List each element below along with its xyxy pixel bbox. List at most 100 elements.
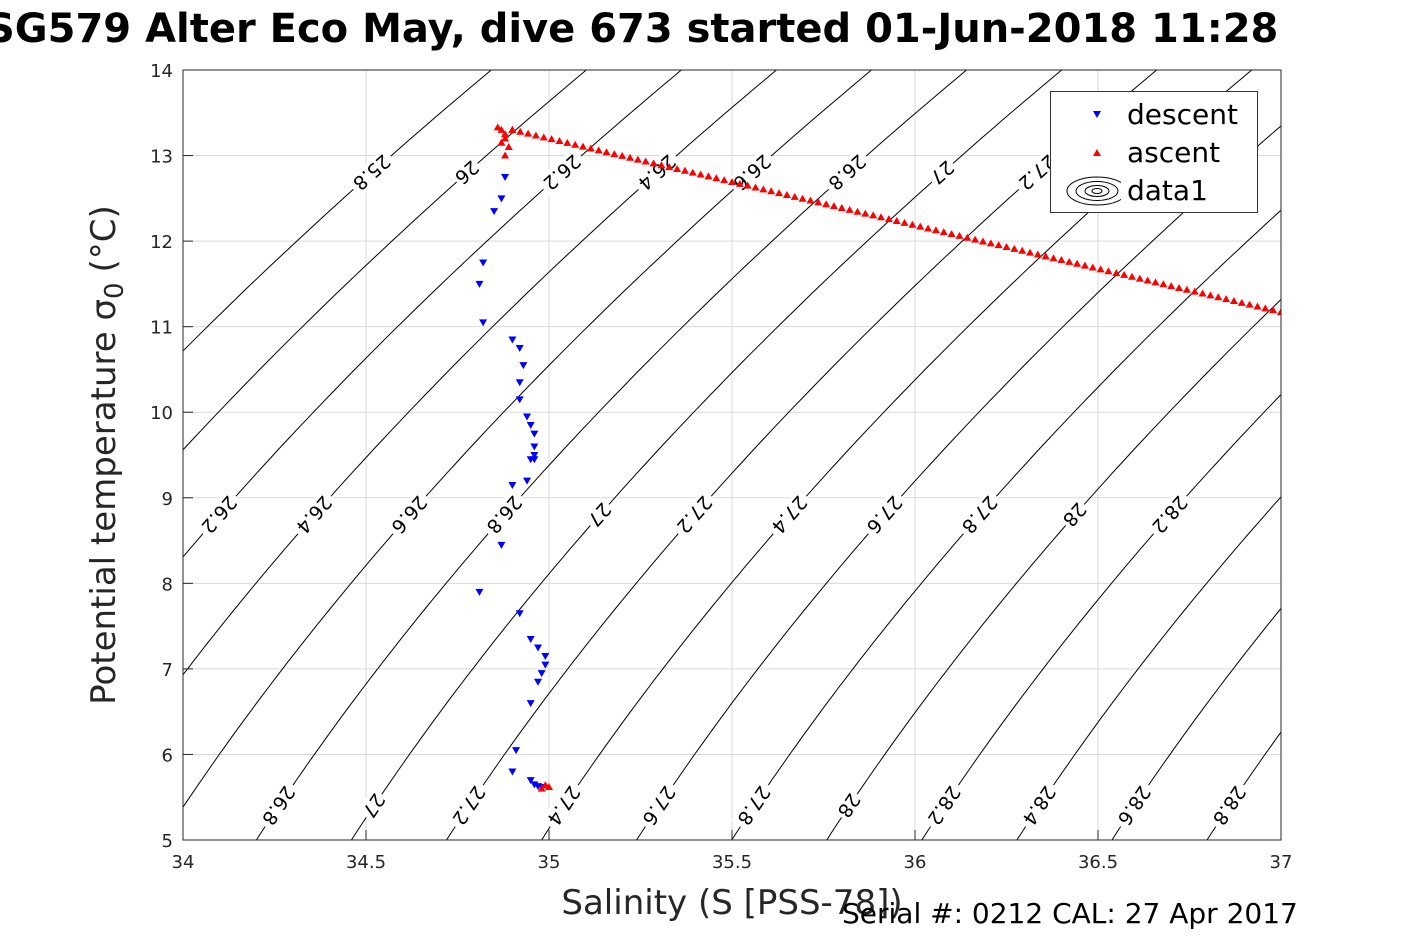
- x-tick-label: 36: [904, 852, 927, 873]
- ascent-point: [1104, 267, 1113, 275]
- x-tick-label: 35.5: [712, 852, 752, 873]
- ascent-point: [790, 192, 799, 200]
- contour-label-bg: [255, 778, 302, 833]
- descent-point: [508, 768, 517, 776]
- contour-line: [183, 70, 682, 558]
- descent-point: [526, 635, 535, 643]
- contour-line: [183, 70, 777, 676]
- ascent-point: [861, 209, 870, 217]
- y-axis-label-unit: (°C): [84, 205, 124, 272]
- ascent-point: [563, 138, 572, 146]
- contour-line: [826, 298, 1281, 840]
- ascent-point: [900, 218, 909, 226]
- ascent-point: [1190, 287, 1199, 295]
- y-tick-label: 8: [162, 574, 173, 595]
- y-tick-label: 10: [150, 403, 173, 424]
- y-tick-label: 13: [150, 147, 173, 168]
- ascent-point: [806, 196, 815, 204]
- ascent-point: [1182, 285, 1191, 293]
- contour-label-bg: [289, 488, 340, 541]
- ascent-point: [798, 194, 807, 202]
- contour-line: [1302, 70, 1417, 840]
- contour-label-bg: [669, 488, 720, 541]
- ascent-point: [633, 155, 642, 163]
- contour-line: [1016, 496, 1281, 840]
- ascent-point: [916, 222, 925, 230]
- ascent-point: [704, 172, 713, 180]
- ascent-point: [594, 146, 603, 154]
- descent-point: [530, 430, 539, 438]
- ascent-point: [1261, 304, 1270, 312]
- x-axis-label: Salinity (S [PSS-78]): [561, 883, 902, 923]
- ascent-point: [501, 151, 510, 159]
- x-tick-label: 37: [1270, 852, 1293, 873]
- ascent-point: [978, 237, 987, 245]
- ascent-point: [735, 179, 744, 187]
- ascent-point: [1159, 280, 1168, 288]
- x-tick-label: 34.5: [346, 852, 386, 873]
- ascent-point: [963, 233, 972, 241]
- contour-label-bg: [1057, 497, 1093, 533]
- ascent-point: [1049, 254, 1058, 262]
- contour-label-bg: [346, 147, 398, 198]
- ascent-point: [908, 220, 917, 228]
- ascent-point: [586, 144, 595, 152]
- ascent-point: [759, 185, 768, 193]
- contour-symbol-icon: [1066, 176, 1121, 206]
- ascent-point: [1088, 263, 1097, 271]
- x-tick-label: 34: [172, 852, 195, 873]
- descent-point: [479, 319, 488, 327]
- descent-point: [479, 259, 488, 267]
- legend-label-descent: descent: [1127, 98, 1238, 131]
- ascent-point: [1002, 243, 1011, 251]
- y-tick-label: 6: [162, 745, 173, 766]
- contour-label-bg: [1145, 488, 1195, 541]
- ascent-point: [1041, 252, 1050, 260]
- contour-line: [1111, 607, 1281, 840]
- ascent-point: [1167, 282, 1176, 290]
- serial-cal-note: Serial #: 0212 CAL: 27 Apr 2017: [842, 897, 1298, 930]
- chart-title-text: SG579 Alter Eco May, dive 673 started 01…: [0, 6, 1279, 52]
- descent-point: [475, 280, 484, 288]
- contour-label-bg: [194, 488, 245, 541]
- ascent-point: [657, 161, 666, 169]
- legend-item-descent: descent: [1051, 96, 1257, 132]
- y-tick-label: 14: [150, 61, 173, 82]
- descent-point: [526, 700, 535, 708]
- descent-point: [526, 422, 535, 430]
- y-tick-label: 12: [150, 232, 173, 253]
- descent-point: [530, 443, 539, 451]
- descent-point: [515, 345, 524, 353]
- contour-label-bg: [536, 147, 589, 198]
- ascent-point: [1253, 302, 1262, 310]
- contour-line: [183, 70, 492, 352]
- ascent-point: [751, 183, 760, 191]
- descent-point: [523, 477, 532, 485]
- ascent-point: [1206, 291, 1215, 299]
- contour-label-bg: [631, 147, 684, 198]
- ascent-point: [508, 125, 517, 133]
- ascent-point: [1033, 250, 1042, 258]
- ascent-point: [493, 123, 502, 131]
- ascent-point: [728, 177, 736, 185]
- descent-point: [526, 456, 535, 464]
- contour-line: [731, 209, 1281, 840]
- ascent-point: [531, 131, 540, 139]
- descent-point: [523, 413, 532, 421]
- descent-point: [541, 661, 550, 669]
- descent-point: [515, 379, 524, 387]
- ascent-point: [924, 224, 933, 232]
- contour-label-bg: [541, 778, 588, 833]
- ascent-point: [955, 231, 964, 239]
- contour-label-bg: [1016, 778, 1063, 833]
- ascent-point: [578, 142, 587, 150]
- contour-label-bg: [955, 488, 1005, 541]
- ascent-point: [501, 134, 510, 142]
- y-axis-label-subscript: 0: [100, 282, 130, 299]
- ascent-point: [1245, 300, 1254, 308]
- descent-point: [508, 336, 517, 344]
- ascent-point: [673, 164, 682, 172]
- legend-label-ascent: ascent: [1127, 136, 1221, 169]
- ascent-point: [775, 189, 784, 197]
- ascent-point: [626, 153, 635, 161]
